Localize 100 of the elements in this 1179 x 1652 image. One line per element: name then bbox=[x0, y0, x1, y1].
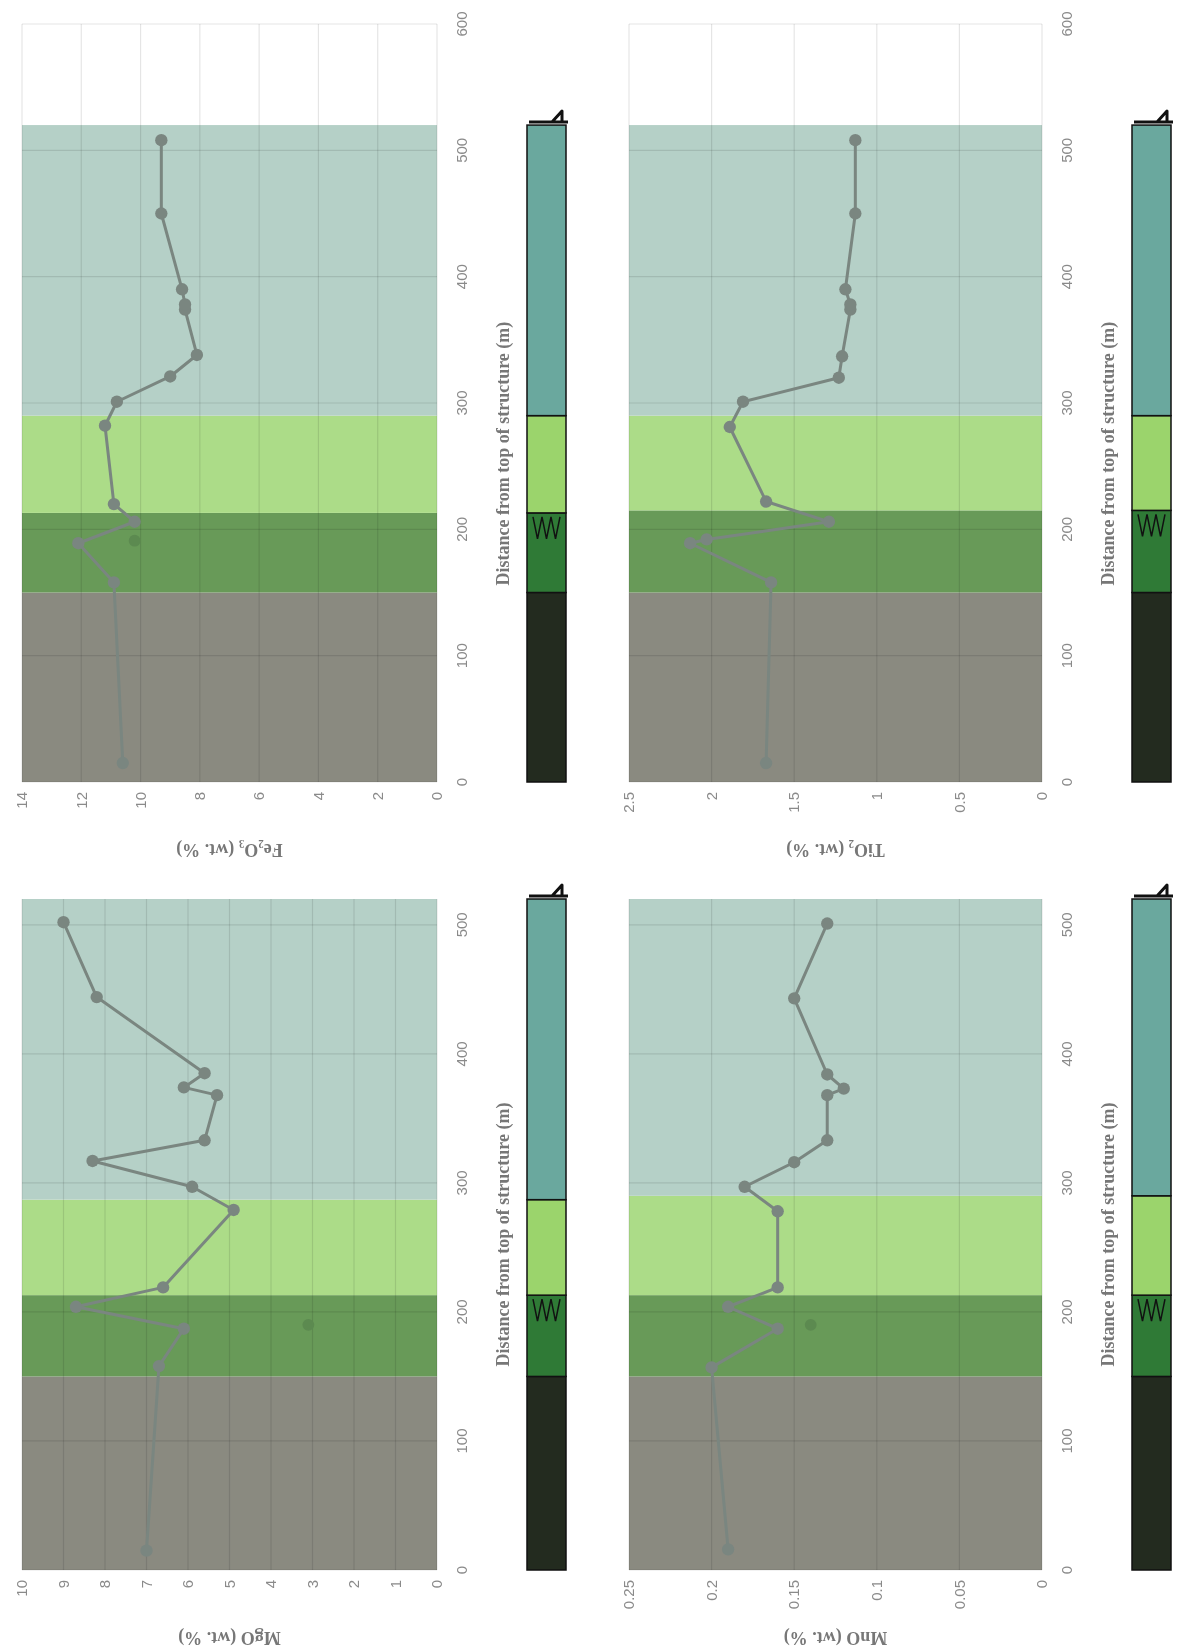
x-tick-label: 4 bbox=[309, 792, 327, 801]
point bbox=[57, 916, 70, 929]
point bbox=[771, 1281, 784, 1294]
x-tick-label: 0.15 bbox=[785, 1580, 803, 1610]
x-tick-label: 0.1 bbox=[868, 1580, 886, 1601]
x-tick-label: 0 bbox=[1033, 1580, 1051, 1589]
point bbox=[155, 134, 168, 147]
x-tick-label: 0 bbox=[428, 792, 446, 801]
point bbox=[164, 370, 177, 383]
y-tick-label: 600 bbox=[453, 11, 470, 37]
point bbox=[849, 134, 862, 147]
point bbox=[683, 537, 697, 550]
x-tick-label: 6 bbox=[250, 792, 268, 801]
point bbox=[788, 992, 801, 1005]
point bbox=[764, 576, 778, 589]
point bbox=[822, 515, 836, 528]
x-tick-label: 0.5 bbox=[950, 792, 968, 813]
point bbox=[821, 1088, 834, 1102]
point bbox=[700, 533, 713, 546]
point bbox=[835, 350, 849, 363]
point bbox=[736, 395, 750, 408]
x-tick-label: 0.25 bbox=[620, 1580, 638, 1610]
point bbox=[788, 1156, 801, 1169]
point bbox=[152, 1359, 166, 1373]
y-tick-label: 400 bbox=[453, 264, 470, 290]
y-tick-label: 0 bbox=[453, 1565, 470, 1575]
point bbox=[198, 1067, 211, 1080]
x-tick-label: 5 bbox=[220, 1580, 238, 1589]
point bbox=[210, 1088, 224, 1102]
x-tick-label: 8 bbox=[191, 792, 209, 801]
y-tick-label: 100 bbox=[453, 1428, 470, 1454]
x-tick-label: 2 bbox=[368, 792, 386, 801]
point bbox=[839, 283, 852, 296]
point bbox=[110, 395, 124, 408]
y-tick-label: 200 bbox=[1058, 1299, 1075, 1325]
x-tick-label: 1 bbox=[386, 1580, 404, 1589]
point bbox=[849, 207, 862, 220]
x-tick-label: 10 bbox=[13, 1580, 31, 1597]
y-tick-label: 400 bbox=[1058, 264, 1075, 290]
point bbox=[86, 1154, 99, 1168]
x-tick-label: 2 bbox=[345, 1580, 363, 1589]
point bbox=[90, 990, 103, 1004]
x-tick-label: 1 bbox=[868, 792, 886, 801]
y-tick-label: 300 bbox=[453, 390, 470, 416]
x-tick-label: 0 bbox=[1033, 792, 1051, 801]
point bbox=[107, 497, 121, 511]
x-tick-label: 4 bbox=[262, 1580, 280, 1589]
point bbox=[721, 1300, 735, 1313]
point bbox=[837, 1082, 850, 1095]
point bbox=[723, 420, 736, 434]
point bbox=[190, 348, 204, 362]
x-tick-label: 12 bbox=[72, 792, 90, 809]
x-tick-label: 6 bbox=[179, 1580, 197, 1589]
y-tick-label: 200 bbox=[453, 516, 470, 542]
point bbox=[821, 917, 834, 930]
x-tick-label: 7 bbox=[137, 1580, 155, 1589]
point bbox=[705, 1361, 718, 1374]
point bbox=[177, 1081, 191, 1094]
point bbox=[128, 515, 141, 528]
point bbox=[98, 419, 112, 432]
y-tick-label: 500 bbox=[453, 137, 470, 163]
point bbox=[771, 1322, 784, 1335]
x-axis-title: Fe₂O₃ (wt. %) bbox=[176, 839, 283, 860]
y-tick-label: 500 bbox=[1058, 912, 1075, 938]
x-tick-label: 2.5 bbox=[620, 792, 638, 813]
y-tick-label: 200 bbox=[453, 1299, 470, 1325]
y-tick-label: 300 bbox=[453, 1170, 470, 1196]
x-axis-title: MnO (wt. %) bbox=[783, 1627, 888, 1648]
x-tick-label: 9 bbox=[54, 1580, 72, 1589]
x-tick-label: 14 bbox=[13, 792, 31, 809]
point bbox=[69, 1300, 83, 1313]
x-tick-label: 8 bbox=[96, 1580, 114, 1589]
point bbox=[177, 1322, 191, 1335]
y-tick-label: 200 bbox=[1058, 516, 1075, 542]
point bbox=[72, 537, 85, 550]
y-tick-label: 0 bbox=[453, 777, 470, 787]
y-tick-label: 100 bbox=[1058, 1428, 1075, 1454]
y-tick-label: 300 bbox=[1058, 1170, 1075, 1196]
y-tick-label: 500 bbox=[453, 912, 470, 938]
point bbox=[759, 495, 773, 508]
point bbox=[156, 1281, 170, 1294]
point bbox=[227, 1203, 240, 1217]
x-axis-title: TiO₂ (wt. %) bbox=[786, 839, 885, 860]
x-tick-label: 10 bbox=[131, 792, 149, 809]
point bbox=[185, 1180, 199, 1193]
point bbox=[198, 1134, 211, 1147]
y-tick-label: 300 bbox=[1058, 390, 1075, 416]
y-tick-label: 0 bbox=[1058, 1565, 1075, 1575]
point bbox=[175, 283, 189, 296]
y-axis-title: Distance from top of structure (m) bbox=[493, 1102, 514, 1367]
y-axis-title: Distance from top of structure (m) bbox=[1098, 1102, 1119, 1367]
x-tick-label: 2 bbox=[702, 792, 720, 801]
point bbox=[738, 1180, 751, 1193]
x-axis-title: MgO (wt. %) bbox=[178, 1627, 281, 1648]
x-tick-label: 0 bbox=[428, 1580, 446, 1589]
x-tick-label: 3 bbox=[303, 1580, 321, 1589]
y-tick-label: 600 bbox=[1058, 11, 1075, 37]
y-tick-label: 0 bbox=[1058, 777, 1075, 787]
x-tick-label: 0.05 bbox=[950, 1580, 968, 1610]
point bbox=[155, 207, 168, 220]
